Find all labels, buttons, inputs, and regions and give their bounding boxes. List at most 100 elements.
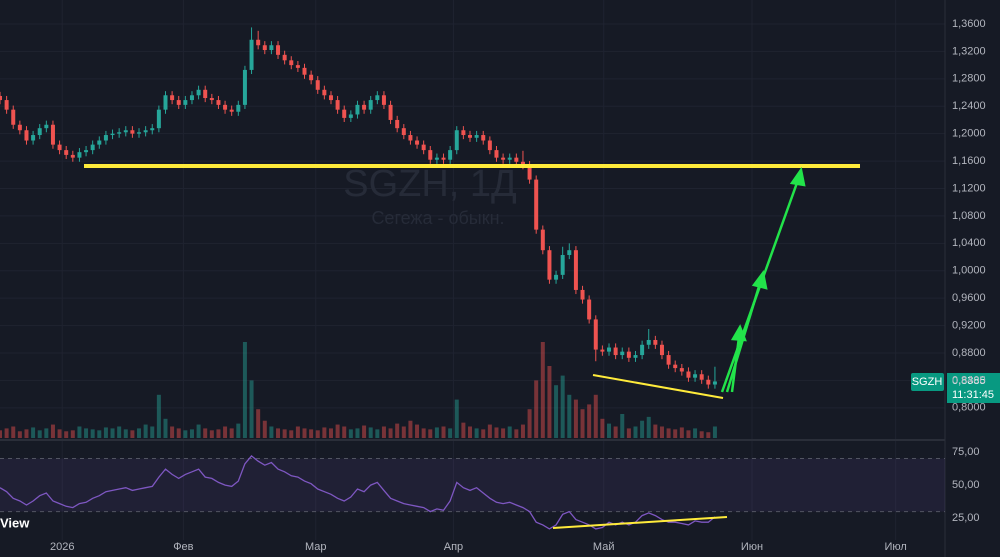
y-tick-label: 1,3600 xyxy=(952,18,986,30)
x-tick-label: Май xyxy=(593,541,615,553)
candle-body xyxy=(487,140,492,151)
candle-body xyxy=(203,89,208,99)
candle-body xyxy=(110,133,115,136)
candle-body xyxy=(229,109,234,112)
candle-body xyxy=(415,140,420,145)
y-tick-label: 1,1200 xyxy=(952,182,986,194)
y-tick-label: 1,2400 xyxy=(952,100,986,112)
volume-bar xyxy=(593,394,598,438)
y-tick-label: 1,1600 xyxy=(952,155,986,167)
last-price: 0,8385 xyxy=(952,375,986,387)
candle-body xyxy=(699,374,704,380)
candle-body xyxy=(328,95,333,101)
candle-body xyxy=(554,274,559,280)
candle-body xyxy=(626,351,631,358)
candle-body xyxy=(37,128,42,136)
candle-body xyxy=(150,128,155,131)
trend-line xyxy=(592,374,724,399)
rsi-tick-label: 75,00 xyxy=(952,446,980,458)
volume-bar xyxy=(481,429,486,438)
watermark-subtitle: Сегежа - обыкн. xyxy=(371,208,504,228)
volume-bar xyxy=(203,428,208,438)
volume-bar xyxy=(626,428,631,438)
volume-bar xyxy=(103,427,108,438)
rsi-tick-label: 50,00 xyxy=(952,479,980,491)
volume-bar xyxy=(256,409,261,438)
volume xyxy=(0,342,717,438)
volume-bar xyxy=(229,428,234,438)
volume-bar xyxy=(381,426,386,438)
volume-bar xyxy=(428,429,433,438)
price-box xyxy=(947,373,1000,403)
volume-bar xyxy=(31,427,36,438)
candle-body xyxy=(156,109,161,129)
y-tick-label: 0,8800 xyxy=(952,347,986,359)
volume-bar xyxy=(646,416,651,438)
volume-bar xyxy=(547,366,552,438)
volume-bar xyxy=(37,430,42,438)
volume-bar xyxy=(216,429,221,438)
candle-body xyxy=(560,254,565,275)
candle-body xyxy=(302,67,307,75)
volume-bar xyxy=(587,404,592,438)
volume-bar xyxy=(514,429,519,438)
candle-body xyxy=(381,95,386,105)
candle-body xyxy=(646,339,651,345)
volume-bar xyxy=(0,430,2,438)
candle-body xyxy=(573,250,578,290)
candle-body xyxy=(137,132,142,134)
rsi-band xyxy=(0,458,945,512)
candle-body xyxy=(540,229,545,251)
candle-body xyxy=(653,339,658,345)
volume-bar xyxy=(408,420,413,438)
candle-body xyxy=(209,98,214,101)
candle-body xyxy=(640,344,645,356)
candle-body xyxy=(706,379,711,385)
candle-body xyxy=(335,100,340,110)
volume-bar xyxy=(580,409,585,438)
volume-bar xyxy=(395,423,400,438)
volume-bar xyxy=(315,430,320,438)
volume-bar xyxy=(24,429,29,438)
candle-body xyxy=(342,109,347,118)
candle-body xyxy=(170,95,175,101)
candle-body xyxy=(309,74,314,81)
y-tick-label: 1,2800 xyxy=(952,73,986,85)
volume-bar xyxy=(527,409,532,438)
candle-body xyxy=(421,144,426,151)
volume-bar xyxy=(699,431,704,438)
volume-bar xyxy=(375,429,380,438)
x-tick-label: Фев xyxy=(173,541,193,553)
rsi xyxy=(0,454,945,530)
volume-bar xyxy=(534,380,539,438)
candle-body xyxy=(4,100,9,110)
y-tick-label: 0,9600 xyxy=(952,292,986,304)
candle-body xyxy=(163,95,168,110)
volume-bar xyxy=(249,380,254,438)
volume-bar xyxy=(110,428,115,438)
candle-body xyxy=(494,150,499,158)
arrow-head xyxy=(730,324,747,342)
candle-body xyxy=(580,289,585,300)
volume-bar xyxy=(322,427,327,438)
y-tick-label: 0,8400 xyxy=(952,374,986,386)
grid xyxy=(0,0,945,540)
candle-body xyxy=(44,124,49,129)
candle-body xyxy=(256,39,261,46)
candle-body xyxy=(620,351,625,356)
volume-bar xyxy=(64,431,69,438)
candle-body xyxy=(315,80,320,90)
candle-body xyxy=(468,135,472,138)
drawings xyxy=(84,164,860,529)
candle-body xyxy=(183,100,188,105)
x-tick-label: Мар xyxy=(305,541,327,553)
arrow-head xyxy=(789,166,806,187)
volume-bar xyxy=(607,423,612,438)
volume-bar xyxy=(309,429,314,438)
candle-body xyxy=(143,130,148,133)
candle-body xyxy=(77,152,82,158)
candle-body xyxy=(216,100,221,105)
volume-bar xyxy=(567,394,572,438)
candle-body xyxy=(84,150,89,153)
countdown: 11:31:45 xyxy=(952,389,994,401)
